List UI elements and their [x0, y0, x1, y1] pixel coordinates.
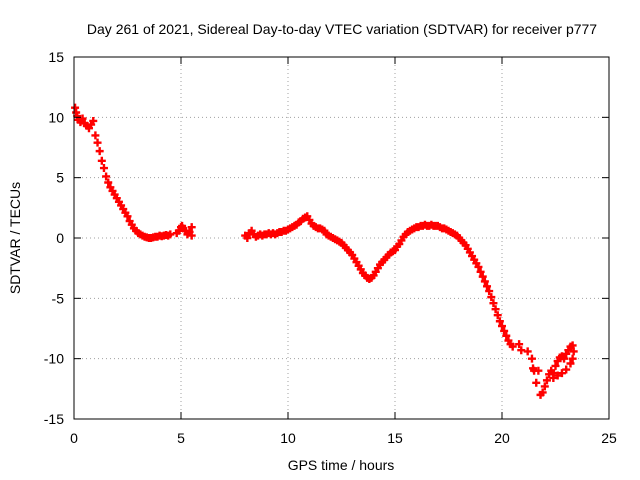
data-point	[568, 354, 577, 363]
data-point	[93, 138, 102, 147]
data-point	[562, 365, 571, 374]
data-point	[569, 347, 578, 356]
data-point	[187, 223, 196, 232]
data-point	[523, 347, 532, 356]
data-point	[95, 147, 104, 156]
y-tick-label: -5	[52, 290, 65, 306]
x-tick-label: 25	[601, 430, 617, 446]
data-point	[498, 322, 506, 331]
data-points	[71, 103, 578, 399]
data-point	[476, 267, 485, 276]
data-point	[566, 359, 575, 368]
x-tick-label: 10	[280, 430, 296, 446]
axis-ticks: 0 5 10 15 20 25 -15 -10 -5 0 5 10 15	[44, 49, 617, 446]
data-point	[493, 311, 502, 320]
data-point	[483, 282, 492, 291]
y-tick-label: -10	[44, 351, 64, 367]
y-tick-label: 10	[48, 109, 64, 125]
x-tick-label: 5	[177, 430, 185, 446]
x-tick-label: 20	[494, 430, 510, 446]
data-point	[549, 373, 558, 382]
data-point	[527, 354, 536, 363]
x-tick-label: 15	[387, 430, 403, 446]
data-point	[491, 305, 500, 314]
data-point	[502, 331, 511, 340]
x-axis-label: GPS time / hours	[288, 457, 395, 473]
y-tick-label: 5	[56, 170, 64, 186]
data-point	[557, 369, 566, 378]
data-point	[485, 287, 494, 296]
x-tick-label: 0	[70, 430, 78, 446]
data-point	[534, 366, 543, 375]
data-point	[102, 172, 111, 181]
data-point	[91, 131, 100, 140]
data-point	[487, 293, 496, 302]
data-point	[542, 376, 551, 385]
data-point	[166, 230, 175, 239]
data-point	[540, 382, 549, 391]
data-point	[89, 116, 98, 125]
data-point	[243, 234, 252, 242]
data-point	[551, 361, 560, 370]
y-tick-label: -15	[44, 411, 64, 427]
y-tick-label: 15	[48, 49, 64, 65]
data-point	[104, 178, 113, 187]
data-point	[500, 326, 509, 335]
data-point	[538, 388, 547, 397]
data-point	[478, 272, 487, 281]
data-point	[532, 378, 541, 387]
data-point	[123, 212, 132, 221]
data-point	[495, 317, 504, 326]
data-point	[474, 262, 483, 271]
data-point	[508, 342, 517, 351]
data-point	[97, 156, 106, 165]
data-point	[489, 299, 498, 308]
data-point	[515, 340, 524, 349]
data-point	[517, 346, 526, 355]
y-tick-label: 0	[56, 230, 64, 246]
data-point	[560, 354, 569, 363]
grid-lines	[74, 57, 609, 419]
data-point	[78, 114, 87, 123]
data-point	[480, 277, 489, 286]
data-point	[99, 164, 108, 173]
chart-title: Day 261 of 2021, Sidereal Day-to-day VTE…	[87, 21, 597, 37]
y-axis-label: SDTVAR / TECUs	[7, 182, 23, 294]
data-point	[553, 371, 562, 380]
data-point	[187, 231, 196, 240]
